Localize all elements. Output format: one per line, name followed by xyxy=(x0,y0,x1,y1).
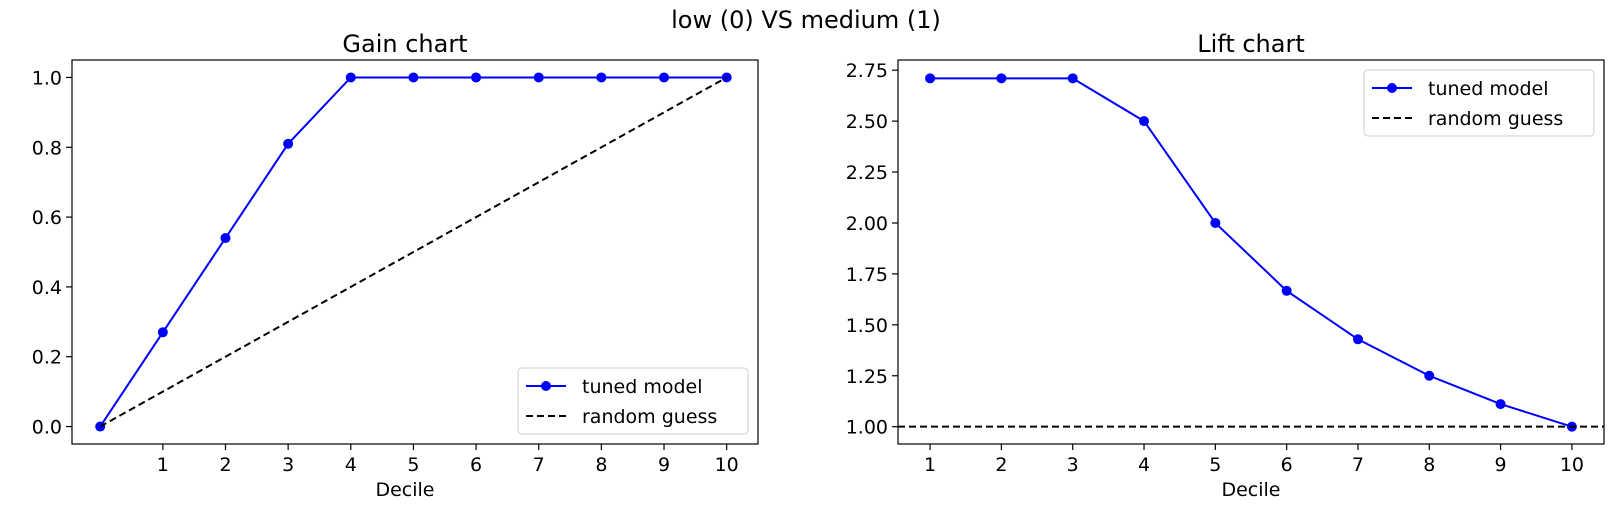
gain-data-point xyxy=(283,138,294,149)
gain-x-tick-label: 6 xyxy=(470,454,482,476)
lift-data-point xyxy=(996,73,1007,84)
lift-y-tick-label: 1.00 xyxy=(846,417,888,439)
gain-y-tick-label: 0.8 xyxy=(32,137,62,159)
lift-series-line-0 xyxy=(930,77,1573,428)
gain-x-tick-label: 7 xyxy=(533,454,545,476)
gain-series-line-1 xyxy=(99,76,728,428)
gain-x-tick-label: 10 xyxy=(715,454,739,476)
gain-y-tick-label: 0.4 xyxy=(32,277,62,299)
gain-data-point xyxy=(596,72,607,83)
gain-x-tick-label: 4 xyxy=(345,454,357,476)
gain-chart-xlabel: Decile xyxy=(375,479,434,501)
lift-x-tick-label: 5 xyxy=(1209,454,1221,476)
lift-x-tick-label: 2 xyxy=(995,454,1007,476)
gain-x-tick-label: 2 xyxy=(219,454,231,476)
lift-y-tick-label: 1.50 xyxy=(846,315,888,337)
lift-y-tick-label: 2.75 xyxy=(846,60,888,82)
lift-data-point xyxy=(1424,370,1435,381)
lift-chart-title: Lift chart xyxy=(1197,30,1305,58)
gain-x-tick-label: 3 xyxy=(282,454,294,476)
lift-data-point xyxy=(1495,399,1506,410)
lift-data-point xyxy=(1067,73,1078,84)
lift-plot-frame xyxy=(897,59,1605,445)
lift-legend-label: tuned model xyxy=(1428,78,1549,100)
gain-chart-title: Gain chart xyxy=(342,30,467,58)
gain-legend-label: random guess xyxy=(582,406,717,428)
lift-x-tick-label: 6 xyxy=(1281,454,1293,476)
gain-y-tick-label: 0.6 xyxy=(32,207,62,229)
gain-legend-label: tuned model xyxy=(582,376,703,398)
lift-data-point xyxy=(1281,285,1292,296)
lift-x-tick-label: 4 xyxy=(1138,454,1150,476)
gain-data-point xyxy=(471,72,482,83)
lift-y-tick-label: 1.75 xyxy=(846,264,888,286)
gain-y-tick-label: 0.2 xyxy=(32,347,62,369)
gain-data-point xyxy=(220,233,231,244)
lift-data-point xyxy=(1210,217,1221,228)
gain-chart: Gain chart Decile 1 2 3 4 5 6 7 8 9 10 0.0 0.2 0.4 0.… xyxy=(32,30,759,501)
gain-x-tick-label: 9 xyxy=(658,454,670,476)
gain-legend-box xyxy=(517,367,749,435)
lift-x-tick-label: 9 xyxy=(1495,454,1507,476)
gain-data-point xyxy=(721,72,732,83)
lift-y-tick-label: 2.25 xyxy=(846,162,888,184)
gain-y-tick-label: 1.0 xyxy=(32,67,62,89)
lift-x-tick-label: 7 xyxy=(1352,454,1364,476)
lift-data-point xyxy=(925,73,936,84)
lift-x-tick-label: 8 xyxy=(1423,454,1435,476)
gain-data-point xyxy=(408,72,419,83)
lift-legend-box xyxy=(1363,69,1595,137)
lift-x-tick-label: 3 xyxy=(1067,454,1079,476)
gain-legend-marker xyxy=(541,381,551,391)
gain-plot-frame xyxy=(71,59,759,445)
lift-legend-marker xyxy=(1387,83,1397,93)
lift-data-point xyxy=(1139,116,1150,127)
gain-y-tick-label: 0.0 xyxy=(32,417,62,439)
gain-data-point xyxy=(345,72,356,83)
lift-y-tick-label: 2.00 xyxy=(846,213,888,235)
lift-data-point xyxy=(1352,334,1363,345)
lift-chart: Lift chart Decile 1 2 3 4 5 6 7 8 9 10 1.00 1.25 1.5… xyxy=(846,30,1605,501)
lift-y-tick-label: 1.25 xyxy=(846,366,888,388)
lift-legend-label: random guess xyxy=(1428,108,1563,130)
lift-x-tick-label: 10 xyxy=(1560,454,1584,476)
gain-data-point xyxy=(533,72,544,83)
lift-legend: tuned model random guess xyxy=(1363,69,1595,137)
lift-x-tick-label: 1 xyxy=(924,454,936,476)
gain-x-tick-label: 8 xyxy=(595,454,607,476)
gain-x-tick-label: 1 xyxy=(157,454,169,476)
gain-data-point xyxy=(659,72,670,83)
gain-x-tick-label: 5 xyxy=(407,454,419,476)
gain-legend: tuned model random guess xyxy=(517,367,749,435)
gain-data-point xyxy=(157,327,168,338)
lift-y-tick-label: 2.50 xyxy=(846,111,888,133)
figure-title: low (0) VS medium (1) xyxy=(671,6,941,34)
lift-chart-xlabel: Decile xyxy=(1221,479,1280,501)
